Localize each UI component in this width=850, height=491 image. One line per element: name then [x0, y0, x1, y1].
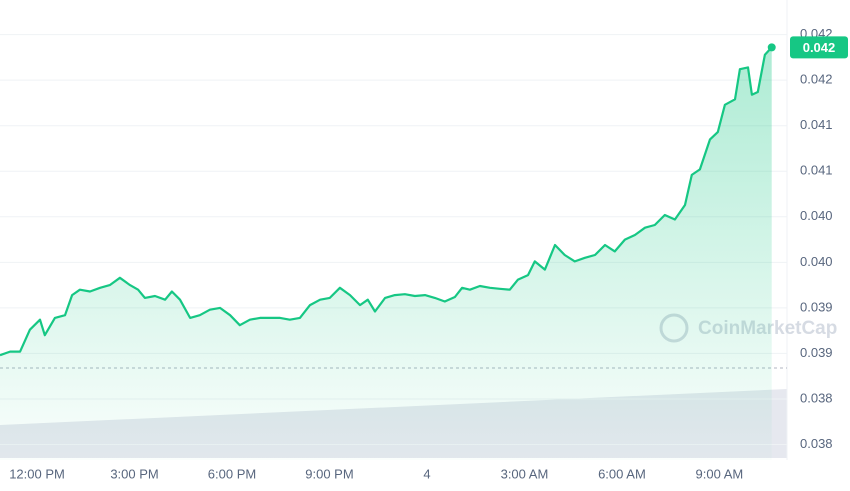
- y-tick-label: 0.040: [800, 208, 833, 223]
- y-tick-label: 0.041: [800, 163, 833, 178]
- y-tick-label: 0.042: [800, 72, 833, 87]
- price-badge: [790, 36, 848, 59]
- x-tick-label: 3:00 PM: [110, 466, 158, 481]
- area: [0, 47, 772, 461]
- x-tick-label: 6:00 AM: [598, 466, 646, 481]
- y-tick-label: 0.038: [800, 436, 833, 451]
- x-tick-label: 9:00 PM: [305, 466, 353, 481]
- x-tick-label: 12:00 PM: [9, 466, 65, 481]
- last-point: [767, 43, 776, 52]
- x-tick-label: 6:00 PM: [208, 466, 256, 481]
- x-tick-label: 4: [423, 466, 430, 481]
- y-tick-label: 0.038: [800, 390, 833, 405]
- y-tick-label: 0.040: [800, 254, 833, 269]
- y-tick-label: 0.039: [800, 299, 833, 314]
- y-tick-label: 0.041: [800, 117, 833, 132]
- y-tick-label: 0.039: [800, 345, 833, 360]
- x-tick-label: 3:00 AM: [501, 466, 549, 481]
- price-line: [0, 46, 773, 357]
- price-badge-label: 0.042: [803, 40, 836, 55]
- x-tick-label: 9:00 AM: [696, 466, 744, 481]
